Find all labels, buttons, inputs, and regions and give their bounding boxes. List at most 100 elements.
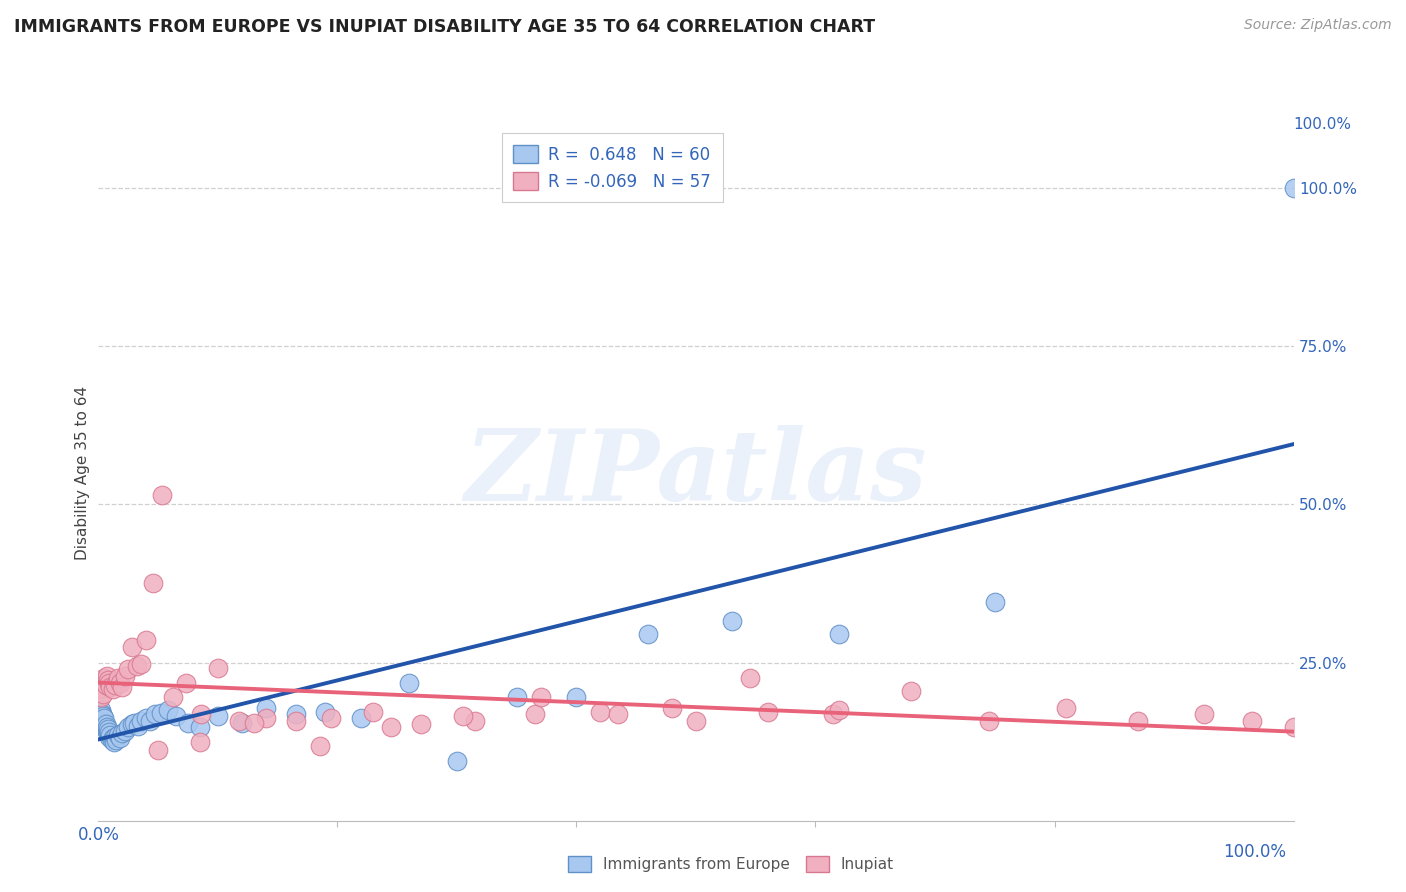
Point bbox=[91, 707, 114, 722]
Point bbox=[90, 703, 112, 717]
Legend: R =  0.648   N = 60, R = -0.069   N = 57: R = 0.648 N = 60, R = -0.069 N = 57 bbox=[502, 133, 723, 202]
Point bbox=[91, 719, 114, 733]
Point bbox=[207, 709, 229, 723]
Text: Source: ZipAtlas.com: Source: ZipAtlas.com bbox=[1244, 18, 1392, 32]
Point bbox=[90, 706, 112, 720]
Point bbox=[107, 728, 129, 742]
Point bbox=[121, 640, 143, 654]
Point bbox=[127, 719, 149, 733]
Point bbox=[637, 627, 659, 641]
Point bbox=[100, 732, 122, 747]
Point bbox=[105, 732, 128, 747]
Point bbox=[96, 669, 118, 683]
Point bbox=[91, 715, 114, 730]
Point bbox=[135, 711, 157, 725]
Point bbox=[150, 488, 173, 502]
Point bbox=[188, 734, 211, 748]
Point bbox=[142, 576, 165, 591]
Point bbox=[90, 690, 112, 705]
Point bbox=[308, 739, 330, 753]
Point bbox=[900, 684, 922, 698]
Point bbox=[108, 731, 131, 746]
Point bbox=[103, 734, 125, 748]
Point bbox=[321, 711, 343, 725]
Point bbox=[93, 715, 115, 730]
Point bbox=[94, 678, 117, 692]
Point bbox=[315, 705, 337, 719]
Point bbox=[823, 707, 845, 722]
Point bbox=[243, 715, 266, 730]
Point bbox=[188, 720, 211, 734]
Point bbox=[104, 730, 127, 744]
Point bbox=[228, 714, 250, 728]
Point bbox=[111, 726, 134, 740]
Point bbox=[589, 705, 612, 719]
Point bbox=[91, 681, 114, 695]
Point bbox=[108, 675, 131, 690]
Point bbox=[1054, 701, 1078, 715]
Point bbox=[411, 717, 433, 731]
Point bbox=[506, 690, 529, 705]
Point bbox=[90, 713, 112, 727]
Point bbox=[231, 715, 253, 730]
Point bbox=[661, 701, 683, 715]
Point bbox=[131, 657, 153, 671]
Text: ZIPatlas: ZIPatlas bbox=[465, 425, 927, 521]
Point bbox=[114, 669, 136, 683]
Point bbox=[828, 627, 851, 641]
Point bbox=[451, 709, 474, 723]
Point bbox=[131, 714, 153, 728]
Point bbox=[96, 725, 118, 739]
Point bbox=[464, 714, 486, 728]
Point bbox=[1282, 720, 1305, 734]
Point bbox=[93, 711, 115, 725]
Point bbox=[565, 690, 588, 705]
Point bbox=[89, 709, 111, 723]
Point bbox=[721, 615, 744, 629]
Point bbox=[98, 725, 121, 739]
Point bbox=[156, 703, 179, 717]
Point bbox=[529, 690, 551, 705]
Point bbox=[398, 675, 420, 690]
Point bbox=[207, 660, 229, 674]
Point bbox=[121, 717, 143, 731]
Point bbox=[124, 715, 146, 730]
Point bbox=[107, 671, 129, 685]
Point bbox=[165, 709, 187, 723]
Point bbox=[89, 678, 111, 692]
Point bbox=[607, 707, 630, 722]
Point bbox=[89, 715, 111, 730]
Point bbox=[91, 687, 114, 701]
Point bbox=[1282, 181, 1305, 195]
Point bbox=[93, 671, 115, 685]
Point bbox=[117, 662, 139, 676]
Point bbox=[984, 595, 1007, 609]
Point bbox=[254, 701, 277, 715]
Point bbox=[94, 717, 117, 731]
Text: 100.0%: 100.0% bbox=[1223, 843, 1286, 861]
Point bbox=[284, 714, 307, 728]
Point bbox=[139, 714, 162, 728]
Point bbox=[148, 743, 170, 757]
Point bbox=[94, 722, 117, 736]
Point bbox=[125, 658, 148, 673]
Y-axis label: Disability Age 35 to 64: Disability Age 35 to 64 bbox=[75, 385, 90, 560]
Point bbox=[98, 675, 121, 690]
Point bbox=[101, 682, 124, 697]
Point bbox=[284, 707, 307, 722]
Point bbox=[98, 680, 122, 694]
Point bbox=[101, 731, 124, 746]
Point bbox=[190, 707, 212, 722]
Point bbox=[104, 678, 127, 692]
Point bbox=[114, 723, 136, 738]
Point bbox=[350, 711, 373, 725]
Point bbox=[174, 675, 197, 690]
Point bbox=[1192, 707, 1215, 722]
Point bbox=[93, 720, 115, 734]
Point bbox=[828, 703, 851, 717]
Legend: Immigrants from Europe, Inupiat: Immigrants from Europe, Inupiat bbox=[561, 848, 901, 880]
Point bbox=[977, 714, 1000, 728]
Point bbox=[254, 711, 277, 725]
Point bbox=[363, 705, 385, 719]
Point bbox=[98, 730, 121, 744]
